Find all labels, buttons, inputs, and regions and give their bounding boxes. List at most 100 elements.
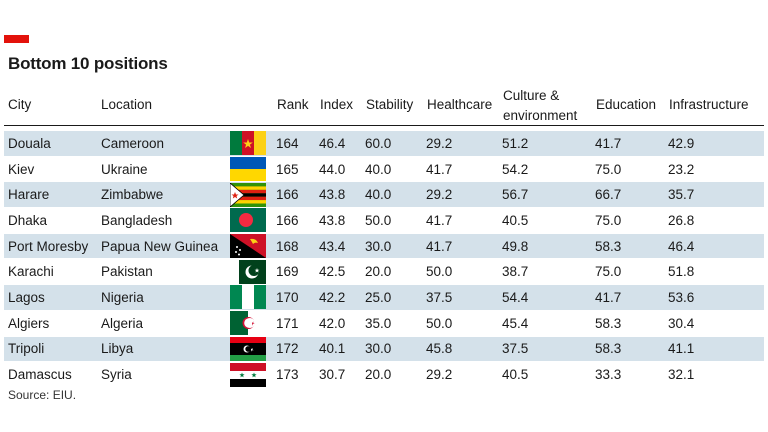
cell-city: Damascus (4, 361, 97, 388)
cell-index: 42.0 (317, 310, 363, 337)
cell-index: 46.4 (317, 131, 363, 157)
cell-healthcare: 37.5 (424, 284, 500, 311)
header-culture-line2: environment (503, 108, 578, 123)
source-note: Source: EIU. (8, 388, 77, 402)
cell-infrastructure: 26.8 (666, 207, 764, 234)
flag-cell (230, 181, 274, 209)
cell-culture: 40.5 (500, 207, 593, 234)
header-stability: Stability (366, 97, 414, 112)
table-row: Tripoli Libya 172 40.1 30.0 45.8 37.5 58.3 41.1 (4, 336, 764, 363)
table-row: Dhaka Bangladesh 166 43.8 50.0 41.7 40.5 75.0 26… (4, 207, 764, 234)
cell-location: Syria (97, 361, 230, 388)
cell-location: Pakistan (97, 258, 230, 286)
cell-city: Harare (4, 181, 97, 209)
cell-infrastructure: 51.8 (666, 258, 764, 286)
cell-healthcare: 29.2 (424, 131, 500, 157)
cell-healthcare: 50.0 (424, 258, 500, 286)
cell-location: Algeria (97, 310, 230, 337)
cell-city: Douala (4, 131, 97, 157)
flag-cell (230, 233, 274, 260)
cell-rank: 170 (274, 284, 317, 311)
cell-healthcare: 29.2 (424, 181, 500, 209)
cell-rank: 173 (274, 361, 317, 388)
cell-infrastructure: 35.7 (666, 181, 764, 209)
cell-stability: 20.0 (363, 258, 424, 286)
cell-index: 40.1 (317, 336, 363, 363)
cell-culture: 56.7 (500, 181, 593, 209)
algeria-flag-icon (230, 311, 266, 336)
header-city: City (8, 97, 32, 112)
cell-culture: 51.2 (500, 131, 593, 157)
ukraine-flag-icon (230, 157, 266, 182)
cell-rank: 172 (274, 336, 317, 363)
cell-rank: 169 (274, 258, 317, 286)
cell-rank: 166 (274, 207, 317, 234)
cell-stability: 25.0 (363, 284, 424, 311)
table-row: Douala Cameroon 164 46.4 60.0 29.2 51.2 41.7 42.… (4, 131, 764, 157)
cell-stability: 35.0 (363, 310, 424, 337)
cell-healthcare: 45.8 (424, 336, 500, 363)
flag-cell (230, 258, 274, 286)
cell-infrastructure: 53.6 (666, 284, 764, 311)
accent-tag (4, 35, 29, 43)
cell-culture: 54.4 (500, 284, 593, 311)
cell-index: 42.2 (317, 284, 363, 311)
cell-culture: 49.8 (500, 233, 593, 260)
table-row: Karachi Pakistan 169 42.5 20.0 50.0 38.7 75.0 51… (4, 258, 764, 286)
table-row: Port Moresby Papua New Guinea 168 43.4 30.0 4… (4, 233, 764, 260)
table-row: Lagos Nigeria 170 42.2 25.0 37.5 54.4 41.7 53.6 (4, 284, 764, 311)
cell-city: Port Moresby (4, 233, 97, 260)
cell-healthcare: 29.2 (424, 361, 500, 388)
cell-infrastructure: 42.9 (666, 131, 764, 157)
cell-stability: 50.0 (363, 207, 424, 234)
cell-index: 43.8 (317, 207, 363, 234)
table-body: Douala Cameroon 164 46.4 60.0 29.2 51.2 41.7 42.… (4, 131, 764, 388)
cell-healthcare: 41.7 (424, 207, 500, 234)
cell-location: Zimbabwe (97, 181, 230, 209)
cell-stability: 20.0 (363, 361, 424, 388)
cell-index: 30.7 (317, 361, 363, 388)
cell-city: Algiers (4, 310, 97, 337)
header-culture-line1: Culture & (503, 88, 560, 103)
cell-stability: 30.0 (363, 233, 424, 260)
cell-culture: 37.5 (500, 336, 593, 363)
cell-healthcare: 41.7 (424, 156, 500, 183)
table-row: Algiers Algeria 171 42.0 35.0 50.0 45.4 58.3 30.… (4, 310, 764, 337)
syria-flag-icon (230, 362, 266, 387)
papua-new-guinea-flag-icon (230, 234, 266, 259)
cell-rank: 165 (274, 156, 317, 183)
header-index: Index (320, 97, 354, 112)
cell-education: 41.7 (593, 284, 666, 311)
cell-city: Lagos (4, 284, 97, 311)
nigeria-flag-icon (230, 285, 266, 310)
cell-stability: 30.0 (363, 336, 424, 363)
cell-education: 58.3 (593, 310, 666, 337)
cell-location: Nigeria (97, 284, 230, 311)
cell-infrastructure: 30.4 (666, 310, 764, 337)
flag-cell (230, 207, 274, 234)
cell-rank: 166 (274, 181, 317, 209)
cell-education: 58.3 (593, 233, 666, 260)
cell-city: Dhaka (4, 207, 97, 234)
cell-index: 43.4 (317, 233, 363, 260)
cell-infrastructure: 41.1 (666, 336, 764, 363)
header-education: Education (596, 97, 657, 112)
cell-rank: 171 (274, 310, 317, 337)
libya-flag-icon (230, 336, 266, 361)
cell-stability: 40.0 (363, 181, 424, 209)
table-row: Damascus Syria 173 30.7 20.0 29.2 40.5 33.3 32.1 (4, 361, 764, 388)
flag-cell (230, 131, 274, 157)
cell-index: 44.0 (317, 156, 363, 183)
flag-cell (230, 361, 274, 388)
cell-rank: 164 (274, 131, 317, 157)
cell-rank: 168 (274, 233, 317, 260)
cell-location: Libya (97, 336, 230, 363)
cell-culture: 38.7 (500, 258, 593, 286)
cell-infrastructure: 46.4 (666, 233, 764, 260)
cell-infrastructure: 23.2 (666, 156, 764, 183)
cell-location: Bangladesh (97, 207, 230, 234)
zimbabwe-flag-icon (230, 182, 266, 207)
header-rank: Rank (277, 97, 309, 112)
flag-cell (230, 156, 274, 183)
cell-location: Papua New Guinea (97, 233, 230, 260)
